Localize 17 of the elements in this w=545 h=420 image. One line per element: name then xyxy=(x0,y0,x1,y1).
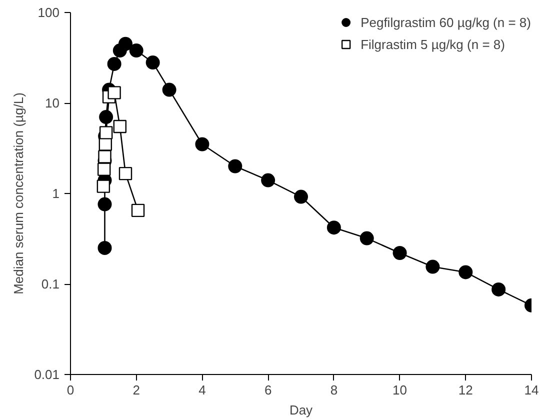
legend-label: Pegfilgrastim 60 µg/kg (n = 8) xyxy=(360,14,531,30)
y-tick-label: 1 xyxy=(52,186,60,201)
x-tick-label: 8 xyxy=(330,382,338,398)
x-tick-label: 14 xyxy=(524,382,539,398)
x-axis-title: Day xyxy=(289,402,314,418)
x-tick-label: 12 xyxy=(458,382,473,398)
x-tick-label: 6 xyxy=(264,382,272,398)
x-tick-label: 2 xyxy=(132,382,140,398)
y-tick-label: 0.01 xyxy=(34,367,60,382)
y-tick-label: 0.1 xyxy=(41,276,60,292)
legend-label: Filgrastim 5 µg/kg (n = 8) xyxy=(360,36,505,52)
y-tick-label: 100 xyxy=(38,5,60,20)
y-axis-title: Median serum concentration (µg/L) xyxy=(11,92,26,294)
y-tick-label: 10 xyxy=(45,96,60,110)
x-tick-label: 10 xyxy=(392,382,408,398)
x-tick-label: 4 xyxy=(198,382,206,398)
x-tick-label: 0 xyxy=(66,382,74,398)
